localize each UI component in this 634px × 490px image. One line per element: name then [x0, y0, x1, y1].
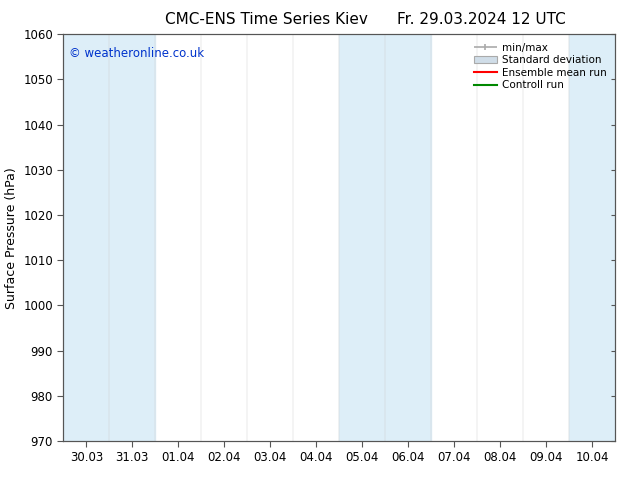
Text: Fr. 29.03.2024 12 UTC: Fr. 29.03.2024 12 UTC	[398, 12, 566, 27]
Bar	[110, 34, 155, 441]
Bar	[385, 34, 431, 441]
Text: CMC-ENS Time Series Kiev: CMC-ENS Time Series Kiev	[165, 12, 368, 27]
Bar	[63, 34, 110, 441]
Bar	[339, 34, 385, 441]
Text: © weatheronline.co.uk: © weatheronline.co.uk	[69, 47, 204, 59]
Bar	[569, 34, 615, 441]
Y-axis label: Surface Pressure (hPa): Surface Pressure (hPa)	[4, 167, 18, 309]
Legend: min/max, Standard deviation, Ensemble mean run, Controll run: min/max, Standard deviation, Ensemble me…	[470, 39, 611, 95]
